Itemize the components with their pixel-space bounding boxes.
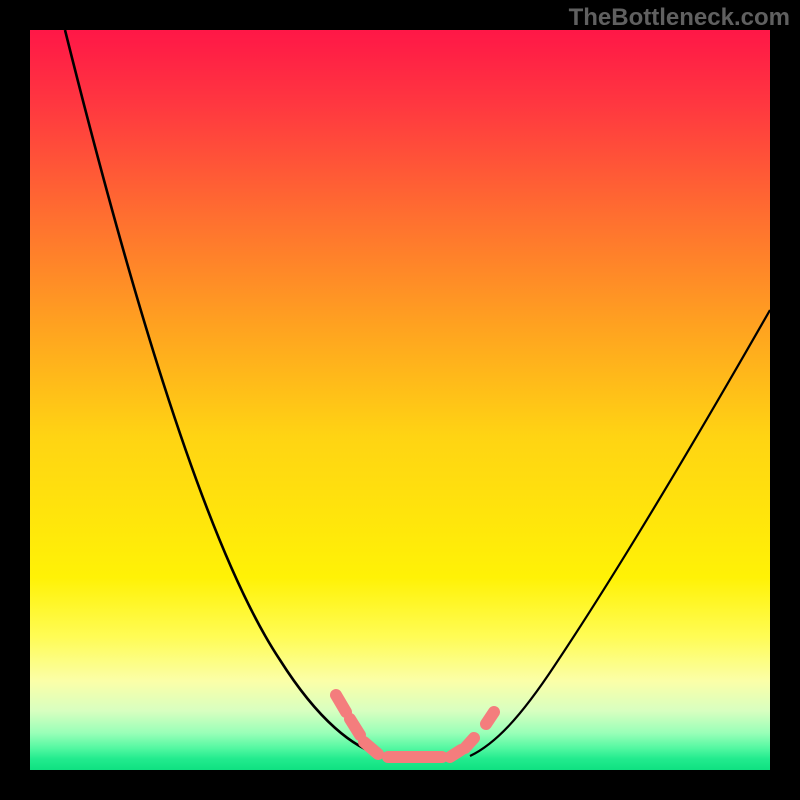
bottleneck-chart xyxy=(0,0,800,800)
gradient-background xyxy=(30,30,770,770)
mark-segment xyxy=(486,712,494,724)
mark-segment xyxy=(465,738,474,748)
chart-root: TheBottleneck.com xyxy=(0,0,800,800)
mark-segment xyxy=(350,719,360,735)
mark-segment xyxy=(450,750,461,757)
